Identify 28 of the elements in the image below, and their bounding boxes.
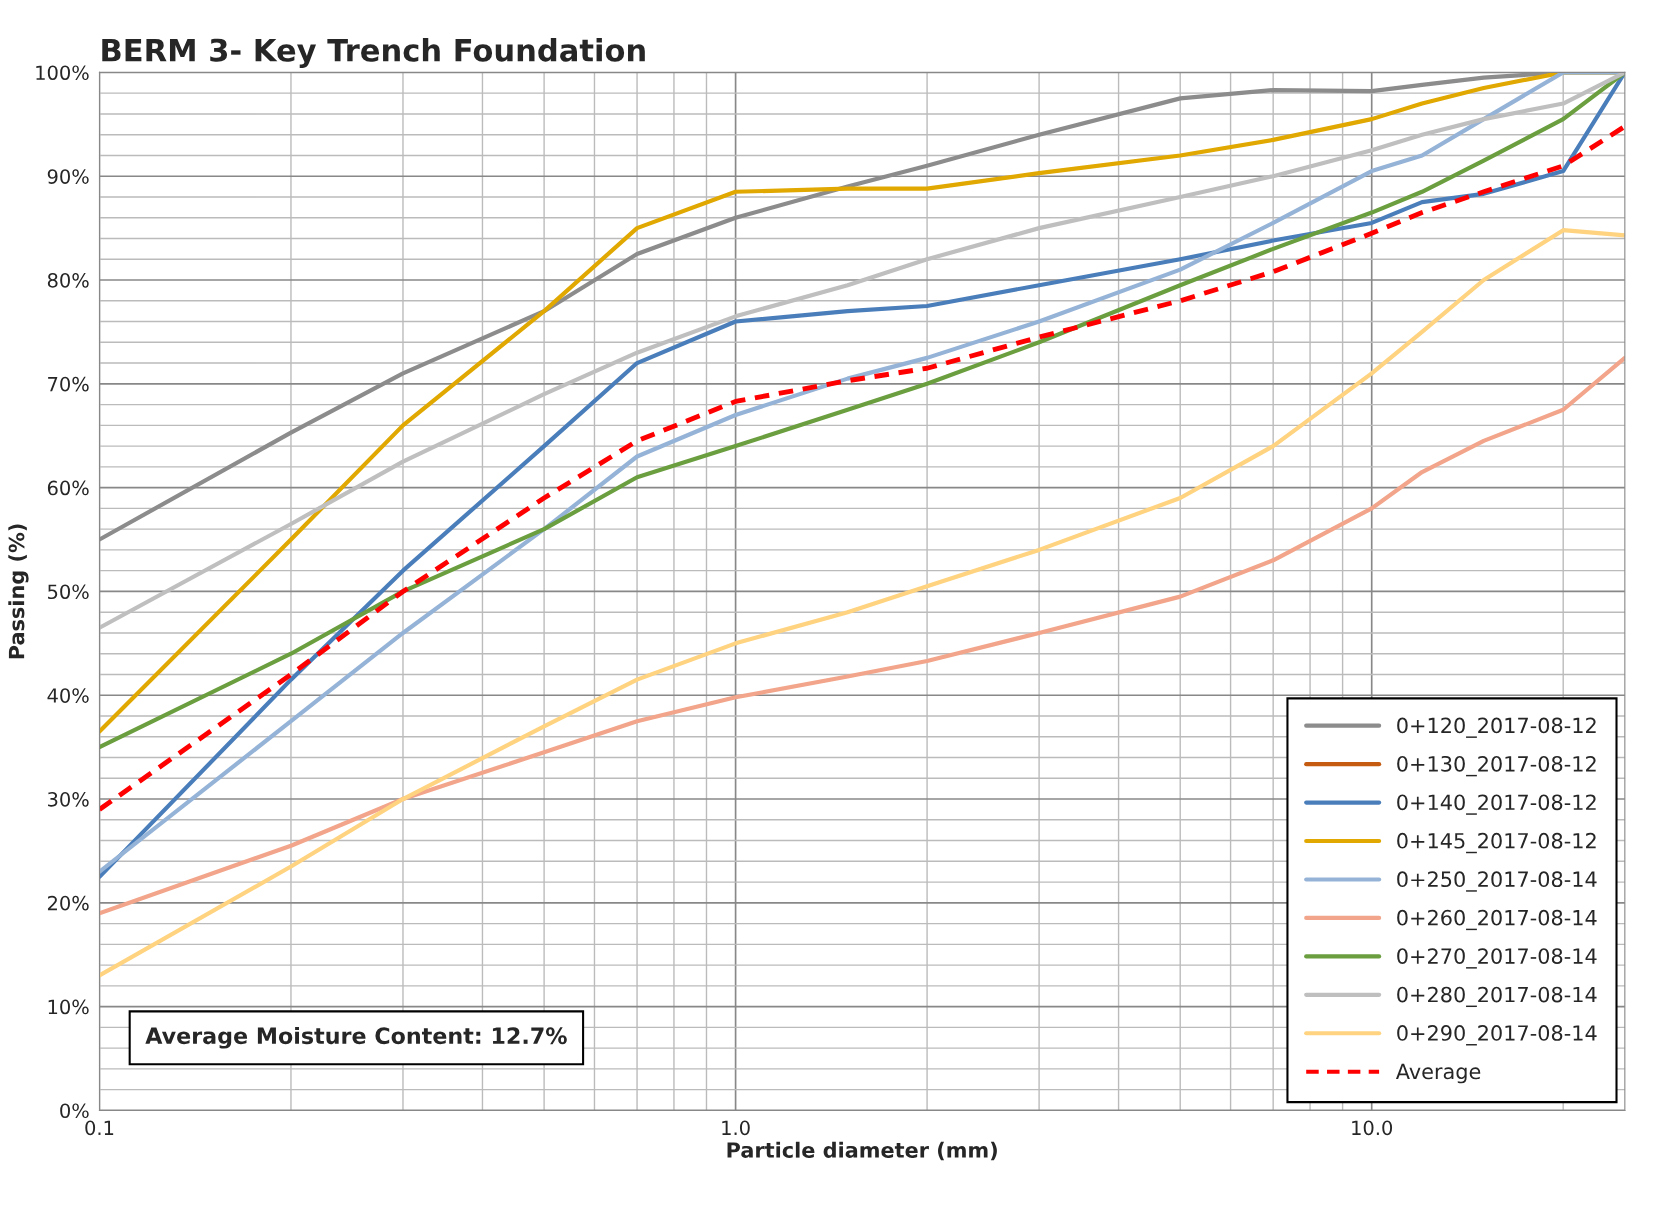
- y-tick-label: 90%: [47, 169, 89, 184]
- x-tick-label: 0.1: [85, 1120, 114, 1136]
- y-tick-label: 80%: [47, 272, 89, 288]
- y-tick-label: 100%: [36, 65, 89, 81]
- x-tick-label: 1.0: [722, 1120, 750, 1136]
- legend-label: 0+250_2017-08-14: [1397, 871, 1597, 892]
- chart-title: BERM 3- Key Trench Foundation: [102, 38, 645, 68]
- y-tick-label: 40%: [47, 688, 89, 703]
- legend-label: 0+140_2017-08-12: [1397, 794, 1596, 815]
- y-tick-label: 30%: [48, 791, 89, 807]
- x-axis-title: Particle diameter (mm): [727, 1141, 997, 1161]
- y-tick-label: 0%: [60, 1103, 89, 1119]
- y-tick-label: 70%: [48, 376, 89, 392]
- annotation: Average Moisture Content: 12.7%: [145, 1026, 567, 1049]
- legend-label: 0+280_2017-08-14: [1397, 986, 1597, 1008]
- legend-label: 0+290_2017-08-14: [1397, 1025, 1597, 1046]
- legend-label: 0+270_2017-08-14: [1397, 948, 1597, 969]
- legend-label: 0+260_2017-08-14: [1397, 909, 1597, 931]
- legend-label: 0+145_2017-08-12: [1397, 832, 1596, 854]
- x-tick-label: 10.0: [1352, 1120, 1393, 1136]
- y-tick-label: 10%: [48, 999, 89, 1015]
- legend-label: 0+120_2017-08-12: [1397, 717, 1596, 738]
- y-tick-label: 50%: [48, 584, 89, 600]
- y-tick-label: 60%: [47, 480, 89, 496]
- y-axis-title: Passing (%): [8, 524, 29, 659]
- legend-label: Average: [1395, 1063, 1481, 1084]
- y-tick-label: 20%: [47, 895, 89, 911]
- legend-label: 0+130_2017-08-12: [1397, 755, 1596, 777]
